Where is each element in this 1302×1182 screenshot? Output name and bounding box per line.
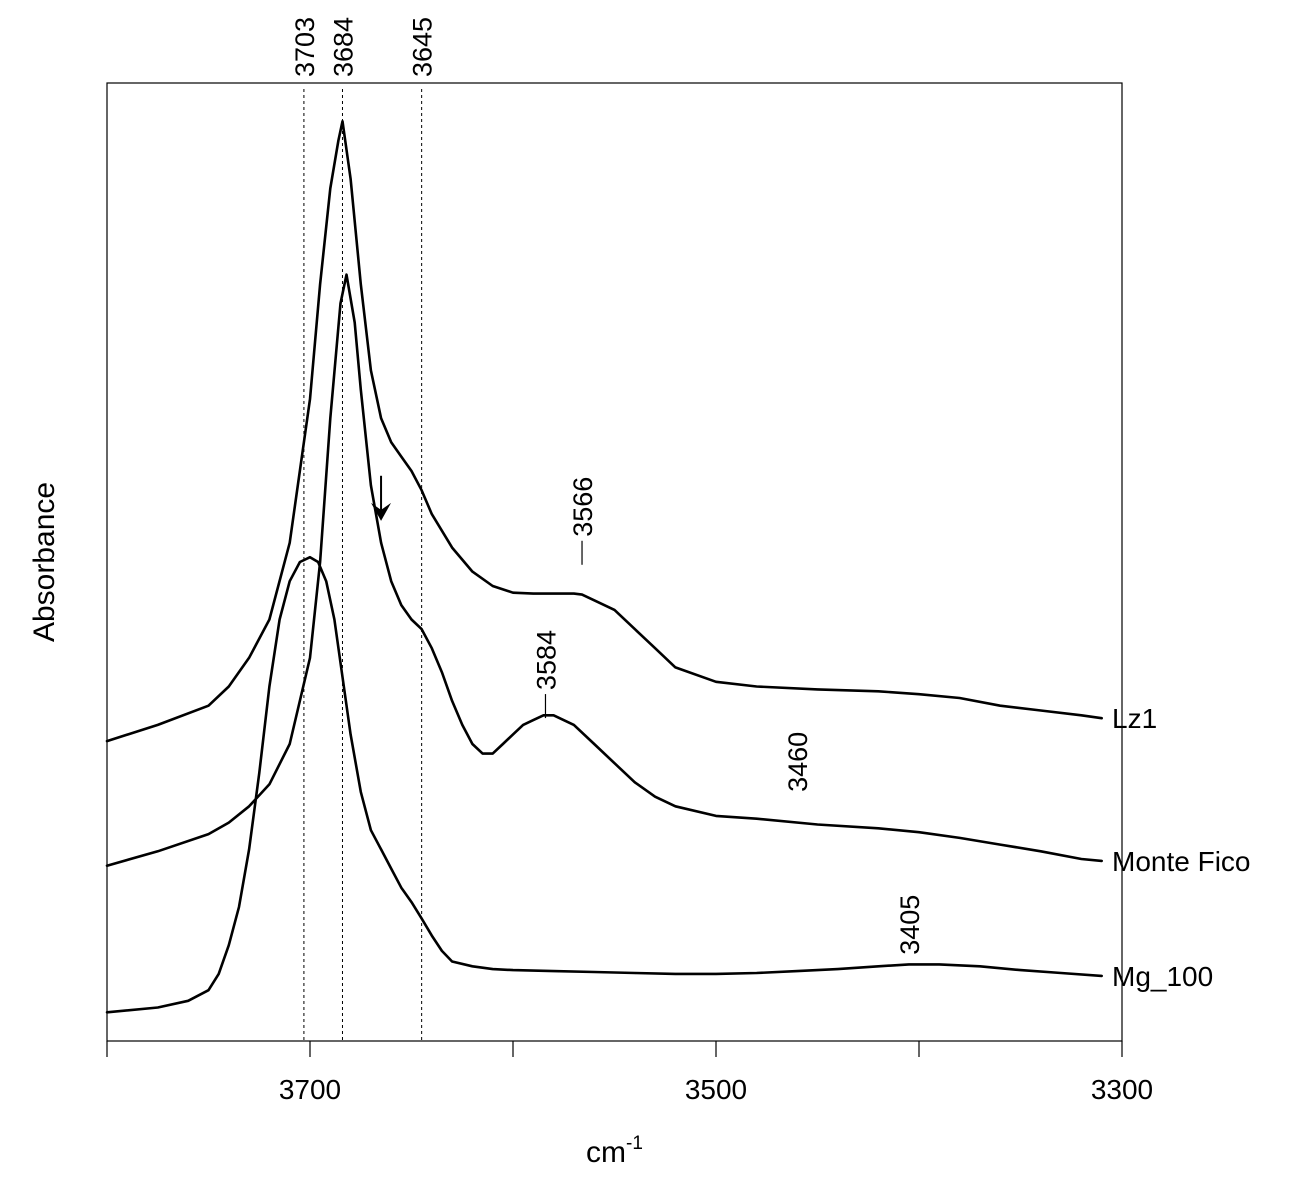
series-line	[105, 555, 1103, 1014]
x-tick-label: 3300	[1091, 1074, 1153, 1105]
peak-annotation: 3405	[895, 895, 925, 955]
x-tick-label: 3700	[279, 1074, 341, 1105]
x-tick-label: 3500	[685, 1074, 747, 1105]
reference-label: 3703	[290, 17, 320, 77]
series-line	[105, 273, 1103, 867]
plot-frame	[106, 82, 1123, 1042]
x-axis-label: cm-1	[586, 1133, 643, 1169]
x-axis-label-exponent: -1	[626, 1133, 643, 1154]
peak-annotations: 3566 3584 3460 3405	[371, 475, 925, 955]
peak-annotation: 3460	[783, 732, 813, 792]
peak-annotation: 3566	[568, 477, 598, 537]
reference-label: 3684	[328, 17, 358, 77]
x-axis-label-unit: cm	[586, 1136, 626, 1169]
arrow-head	[371, 502, 392, 521]
reference-lines: 3703 3684 3645	[286, 17, 439, 1041]
y-axis-label: Absorbance	[28, 482, 61, 642]
peak-annotation: 3584	[531, 630, 561, 690]
series-label: Mg_100	[1112, 961, 1213, 992]
series-label: Lz1	[1112, 703, 1157, 734]
reference-label: 3645	[408, 17, 438, 77]
series-label: Monte Fico	[1112, 846, 1251, 877]
x-axis-ticks: 3700 3500 3300	[106, 1041, 1153, 1105]
series-curves: Lz1 Monte Fico Mg_100	[105, 120, 1251, 1014]
series-line	[105, 120, 1103, 743]
